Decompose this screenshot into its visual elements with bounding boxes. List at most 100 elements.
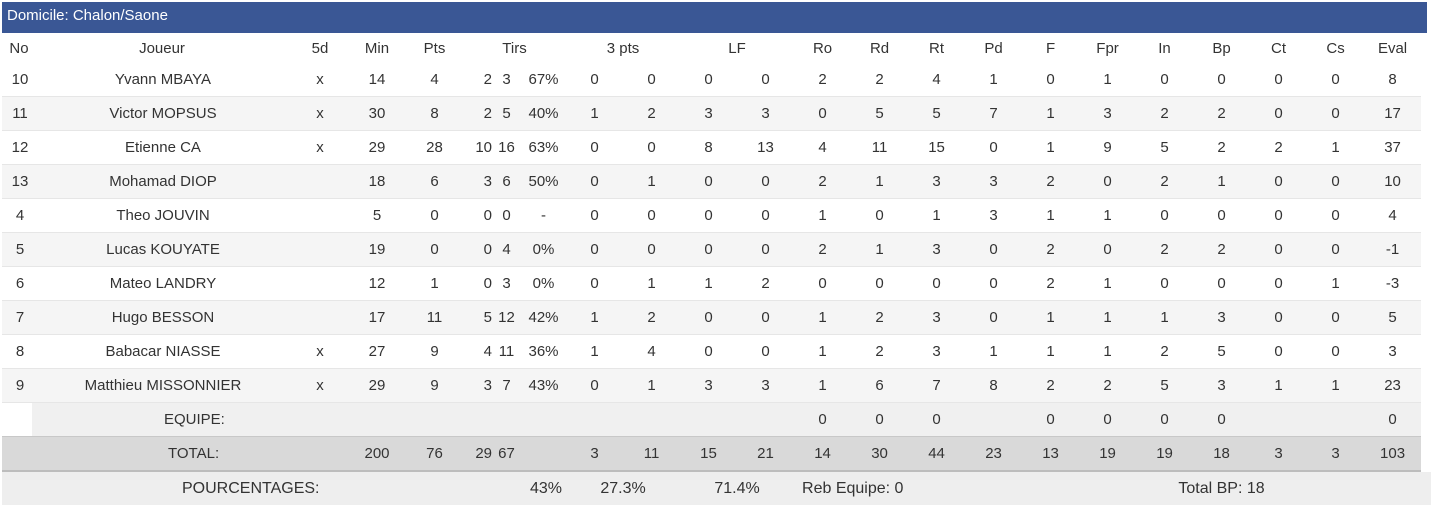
player-cs: 0 — [1307, 334, 1365, 369]
player-f: 2 — [1022, 164, 1080, 199]
player-name[interactable]: Hugo BESSON — [32, 300, 292, 335]
player-no: 13 — [2, 164, 32, 199]
player-ct: 0 — [1250, 300, 1308, 335]
total-tirs-reussis: 29 — [463, 436, 492, 472]
player-ct: 2 — [1250, 130, 1308, 165]
equipe-f: 0 — [1022, 402, 1080, 437]
header-row: No Joueur 5d Min Pts Tirs 3 pts LF Ro Rd… — [2, 33, 1431, 63]
header-ct[interactable]: Ct — [1250, 33, 1308, 63]
player-min: 29 — [348, 130, 406, 165]
player-no: 10 — [2, 63, 32, 97]
total-3pts-reussis: 3 — [566, 436, 624, 472]
player-name[interactable]: Yvann MBAYA — [32, 63, 292, 97]
starter-mark — [292, 232, 348, 267]
header-fpr[interactable]: Fpr — [1079, 33, 1137, 63]
starter-mark: x — [292, 334, 348, 369]
tirs-reussis: 0 — [463, 266, 492, 301]
player-pd: 0 — [965, 232, 1023, 267]
starter-mark — [292, 164, 348, 199]
header-cs[interactable]: Cs — [1307, 33, 1365, 63]
player-name[interactable]: Mohamad DIOP — [32, 164, 292, 199]
starter-mark: x — [292, 368, 348, 403]
player-pts: 8 — [406, 96, 463, 131]
player-pts: 4 — [406, 63, 463, 97]
player-name[interactable]: Matthieu MISSONNIER — [32, 368, 292, 403]
player-name[interactable]: Babacar NIASSE — [32, 334, 292, 369]
player-row: 9 Matthieu MISSONNIER x 29 9 3 7 43% 0 1 3 3 1 6 7 8 2 2 5… — [2, 368, 1431, 403]
total-lf-reussis: 15 — [680, 436, 738, 472]
3pts-tentes: 4 — [623, 334, 681, 369]
total-in: 19 — [1136, 436, 1194, 472]
player-fpr: 0 — [1079, 164, 1137, 199]
header-pd[interactable]: Pd — [965, 33, 1023, 63]
lf-tentes: 0 — [737, 164, 795, 199]
tirs-pct: 63% — [521, 130, 567, 165]
player-cs: 0 — [1307, 63, 1365, 97]
player-bp: 5 — [1193, 334, 1251, 369]
player-rd: 11 — [851, 130, 909, 165]
tirs-reussis: 10 — [463, 130, 492, 165]
player-min: 14 — [348, 63, 406, 97]
tirs-reussis: 2 — [463, 96, 492, 131]
player-cs: 0 — [1307, 300, 1365, 335]
header-eval[interactable]: Eval — [1364, 33, 1422, 63]
player-min: 18 — [348, 164, 406, 199]
player-cs: 1 — [1307, 266, 1365, 301]
player-row: 7 Hugo BESSON 17 11 5 12 42% 1 2 0 0 1 2 3 0 1 1 1 3 0 0 5 — [2, 300, 1431, 335]
player-name[interactable]: Lucas KOUYATE — [32, 232, 292, 267]
header-tirs[interactable]: Tirs — [463, 33, 567, 63]
starter-mark — [292, 266, 348, 301]
player-pts: 9 — [406, 368, 463, 403]
starter-mark: x — [292, 96, 348, 131]
header-min[interactable]: Min — [348, 33, 406, 63]
player-ct: 0 — [1250, 334, 1308, 369]
header-joueur[interactable]: Joueur — [32, 33, 292, 63]
header-rd[interactable]: Rd — [851, 33, 909, 63]
player-in: 5 — [1136, 368, 1194, 403]
player-min: 27 — [348, 334, 406, 369]
player-name[interactable]: Mateo LANDRY — [32, 266, 292, 301]
player-ro: 2 — [794, 232, 852, 267]
total-bp: 18 — [1193, 436, 1251, 472]
player-pts: 0 — [406, 232, 463, 267]
header-ro[interactable]: Ro — [794, 33, 852, 63]
player-f: 2 — [1022, 266, 1080, 301]
player-name[interactable]: Victor MOPSUS — [32, 96, 292, 131]
player-f: 2 — [1022, 232, 1080, 267]
3pts-reussis: 1 — [566, 334, 624, 369]
player-f: 1 — [1022, 300, 1080, 335]
lf-reussis: 0 — [680, 63, 738, 97]
total-fpr: 19 — [1079, 436, 1137, 472]
header-in[interactable]: In — [1136, 33, 1194, 63]
header-pts[interactable]: Pts — [406, 33, 463, 63]
player-ro: 0 — [794, 96, 852, 131]
tirs-pct: 0% — [521, 266, 567, 301]
equipe-ro: 0 — [794, 402, 852, 437]
player-rd: 2 — [851, 300, 909, 335]
3pts-tentes: 0 — [623, 63, 681, 97]
player-no: 12 — [2, 130, 32, 165]
header-5d[interactable]: 5d — [292, 33, 348, 63]
player-name[interactable]: Etienne CA — [32, 130, 292, 165]
header-3pts[interactable]: 3 pts — [566, 33, 681, 63]
player-bp: 3 — [1193, 368, 1251, 403]
tirs-reussis: 3 — [463, 164, 492, 199]
player-row: 13 Mohamad DIOP 18 6 3 6 50% 0 1 0 0 2 1 3 3 2 0 2 1 0 0 10 — [2, 164, 1431, 199]
header-rt[interactable]: Rt — [908, 33, 966, 63]
player-min: 5 — [348, 198, 406, 233]
player-in: 0 — [1136, 198, 1194, 233]
header-bp[interactable]: Bp — [1193, 33, 1251, 63]
header-lf[interactable]: LF — [680, 33, 795, 63]
player-ro: 4 — [794, 130, 852, 165]
header-f[interactable]: F — [1022, 33, 1080, 63]
lf-reussis: 0 — [680, 232, 738, 267]
player-in: 2 — [1136, 96, 1194, 131]
player-ct: 0 — [1250, 164, 1308, 199]
header-no[interactable]: No — [2, 33, 32, 63]
player-f: 1 — [1022, 334, 1080, 369]
player-pd: 0 — [965, 266, 1023, 301]
player-ro: 2 — [794, 164, 852, 199]
player-rd: 0 — [851, 198, 909, 233]
player-name[interactable]: Theo JOUVIN — [32, 198, 292, 233]
lf-reussis: 1 — [680, 266, 738, 301]
